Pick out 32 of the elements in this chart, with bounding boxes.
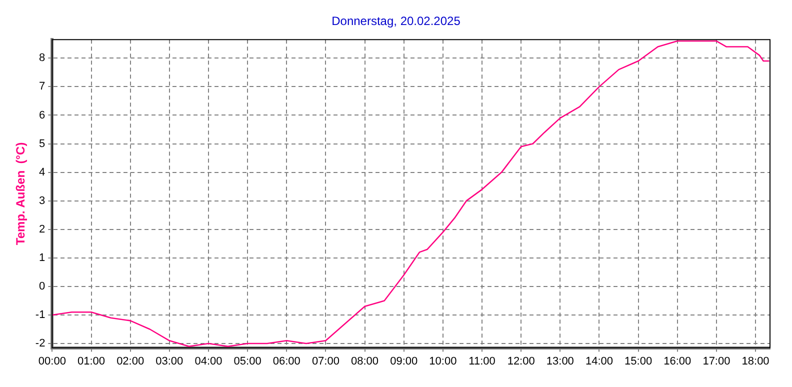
x-tick-label: 03:00 <box>156 355 184 368</box>
chart-title: Donnerstag, 20.02.2025 <box>330 14 462 28</box>
y-tick-label: 6 <box>39 109 46 122</box>
x-tick-label: 15:00 <box>624 355 652 368</box>
y-tick-label: 0 <box>39 280 46 292</box>
x-tick-label: 04:00 <box>194 355 222 368</box>
y-tick-label: 4 <box>39 166 46 178</box>
y-tick-label: 7 <box>39 80 46 93</box>
y-tick-label: 2 <box>39 223 46 236</box>
x-tick-label: 14:00 <box>585 355 614 368</box>
x-tick-label: 05:00 <box>234 355 262 368</box>
x-tick-label: 17:00 <box>702 355 730 368</box>
x-tick-label: 06:00 <box>272 355 300 368</box>
x-tick-label: 08:00 <box>351 355 379 368</box>
x-tick-label: 18:00 <box>742 355 770 368</box>
x-tick-label: 12:00 <box>507 355 535 368</box>
x-tick-label: 09:00 <box>390 355 418 368</box>
x-tick-label: 02:00 <box>116 355 144 368</box>
y-tick-label: -1 <box>35 309 46 322</box>
y-tick-label: 8 <box>39 52 46 64</box>
y-axis-title: Temp. Außen (°C) <box>14 142 28 246</box>
x-tick-label: 00:00 <box>38 355 66 368</box>
y-tick-label: 5 <box>39 138 46 150</box>
x-tick-label: 10:00 <box>429 355 457 368</box>
y-tick-label: 1 <box>39 252 46 264</box>
y-tick-label: 3 <box>39 194 46 207</box>
x-tick-label: 01:00 <box>77 355 106 368</box>
y-tick-label: -2 <box>35 338 46 350</box>
x-tick-label: 16:00 <box>664 355 692 368</box>
x-tick-label: 07:00 <box>312 355 340 368</box>
x-tick-label: 13:00 <box>546 355 574 368</box>
x-tick-label: 11:00 <box>468 355 496 368</box>
